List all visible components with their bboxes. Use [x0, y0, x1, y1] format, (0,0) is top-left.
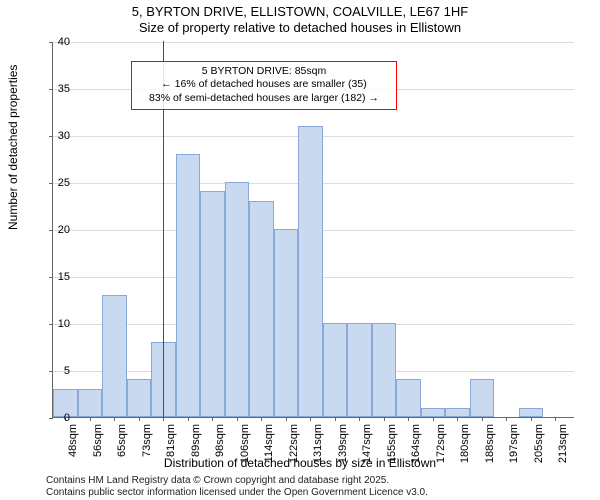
x-tick-mark	[408, 417, 409, 421]
x-tick-label: 139sqm	[337, 424, 349, 464]
x-tick-label: 48sqm	[67, 424, 79, 464]
histogram-bar	[102, 295, 127, 417]
x-tick-label: 89sqm	[190, 424, 202, 464]
histogram-bar	[396, 379, 421, 417]
histogram-bar	[519, 408, 544, 417]
histogram-bar	[78, 389, 103, 417]
y-tick-label: 35	[44, 83, 70, 95]
y-tick-label: 10	[44, 318, 70, 330]
footer-license: Contains public sector information licen…	[46, 487, 428, 498]
x-tick-mark	[286, 417, 287, 421]
histogram-bar	[323, 323, 348, 417]
x-tick-mark	[335, 417, 336, 421]
x-tick-mark	[482, 417, 483, 421]
histogram-bar	[200, 191, 225, 417]
y-tick-label: 40	[44, 36, 70, 48]
x-tick-mark	[555, 417, 556, 421]
x-tick-mark	[237, 417, 238, 421]
x-tick-mark	[212, 417, 213, 421]
x-tick-label: 56sqm	[92, 424, 104, 464]
annotation-line3: 83% of semi-detached houses are larger (…	[138, 92, 390, 106]
x-tick-label: 106sqm	[239, 424, 251, 464]
x-tick-mark	[506, 417, 507, 421]
x-tick-label: 213sqm	[557, 424, 569, 464]
x-tick-mark	[188, 417, 189, 421]
histogram-bar	[445, 408, 470, 417]
x-tick-mark	[139, 417, 140, 421]
chart-title: 5, BYRTON DRIVE, ELLISTOWN, COALVILLE, L…	[0, 4, 600, 19]
x-tick-label: 73sqm	[141, 424, 153, 464]
y-tick-label: 20	[44, 224, 70, 236]
y-tick-label: 15	[44, 271, 70, 283]
x-tick-label: 205sqm	[533, 424, 545, 464]
chart-subtitle: Size of property relative to detached ho…	[0, 20, 600, 35]
annotation-line2: ← 16% of detached houses are smaller (35…	[138, 78, 390, 92]
footer-copyright: Contains HM Land Registry data © Crown c…	[46, 475, 389, 486]
x-tick-label: 180sqm	[459, 424, 471, 464]
plot-area: 5 BYRTON DRIVE: 85sqm← 16% of detached h…	[52, 42, 574, 418]
x-tick-label: 65sqm	[116, 424, 128, 464]
x-tick-mark	[433, 417, 434, 421]
y-tick-label: 5	[44, 365, 70, 377]
x-tick-label: 131sqm	[312, 424, 324, 464]
x-tick-mark	[163, 417, 164, 421]
histogram-bar	[298, 126, 323, 417]
histogram-bar	[421, 408, 446, 417]
x-tick-mark	[531, 417, 532, 421]
histogram-bar	[470, 379, 495, 417]
x-tick-label: 172sqm	[435, 424, 447, 464]
histogram-bar	[274, 229, 299, 417]
x-tick-mark	[384, 417, 385, 421]
y-tick-label: 30	[44, 130, 70, 142]
x-tick-label: 114sqm	[263, 424, 275, 464]
x-tick-mark	[310, 417, 311, 421]
x-tick-label: 188sqm	[484, 424, 496, 464]
x-tick-mark	[90, 417, 91, 421]
y-tick-label: 0	[44, 412, 70, 424]
x-tick-label: 197sqm	[508, 424, 520, 464]
x-tick-mark	[359, 417, 360, 421]
y-axis-label: Number of detached properties	[6, 65, 20, 230]
histogram-bar	[176, 154, 201, 417]
x-tick-label: 98sqm	[214, 424, 226, 464]
x-tick-label: 147sqm	[361, 424, 373, 464]
x-tick-mark	[261, 417, 262, 421]
histogram-bar	[347, 323, 372, 417]
annotation-line1: 5 BYRTON DRIVE: 85sqm	[138, 65, 390, 79]
y-tick-label: 25	[44, 177, 70, 189]
histogram-bar	[249, 201, 274, 417]
annotation-box: 5 BYRTON DRIVE: 85sqm← 16% of detached h…	[131, 61, 397, 110]
x-tick-label: 81sqm	[165, 424, 177, 464]
x-tick-label: 122sqm	[288, 424, 300, 464]
x-tick-label: 155sqm	[386, 424, 398, 464]
x-tick-mark	[114, 417, 115, 421]
x-tick-mark	[457, 417, 458, 421]
histogram-bar	[127, 379, 152, 417]
gridline	[53, 42, 574, 43]
histogram-bar	[225, 182, 250, 417]
histogram-bar	[372, 323, 397, 417]
x-tick-label: 164sqm	[410, 424, 422, 464]
